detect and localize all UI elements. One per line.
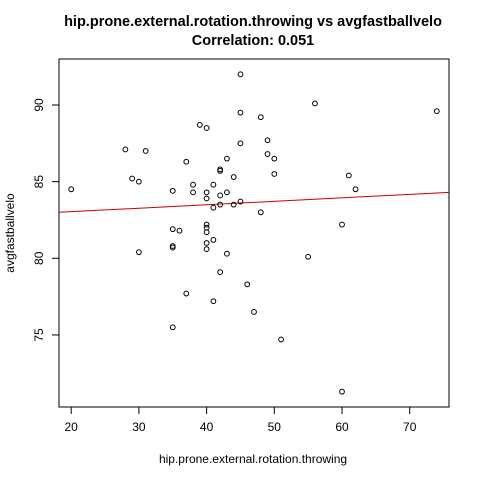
data-point <box>169 324 176 331</box>
data-point <box>203 125 210 131</box>
data-point <box>190 189 196 196</box>
data-point <box>203 195 210 202</box>
data-point <box>224 189 230 196</box>
data-point <box>264 151 271 157</box>
y-axis: 75 80 85 90 <box>32 98 60 342</box>
data-point <box>224 250 230 257</box>
data-point <box>169 226 176 233</box>
data-point <box>210 236 217 243</box>
x-tick-label: 50 <box>268 420 282 434</box>
x-tick-label: 60 <box>335 420 349 434</box>
data-point <box>176 227 183 234</box>
data-point <box>257 114 264 121</box>
data-point <box>203 246 210 252</box>
data-point <box>190 181 196 188</box>
data-point <box>183 290 190 297</box>
data-point <box>312 100 318 107</box>
data-point <box>271 155 278 162</box>
data-point <box>129 175 136 182</box>
y-tick-label: 90 <box>32 98 46 112</box>
data-point <box>210 298 217 305</box>
data-point <box>142 148 149 154</box>
data-points <box>68 71 440 395</box>
data-point <box>244 281 251 288</box>
data-point <box>230 201 237 208</box>
data-point <box>196 122 203 128</box>
data-point <box>203 189 210 196</box>
data-point <box>433 108 440 115</box>
data-point <box>203 240 210 246</box>
data-point <box>169 244 176 251</box>
data-point <box>68 186 75 193</box>
x-tick-label: 30 <box>132 420 146 434</box>
data-point <box>183 158 190 165</box>
data-point <box>203 224 210 231</box>
data-point <box>224 155 230 162</box>
data-point <box>257 209 264 216</box>
data-point <box>217 201 224 208</box>
data-point <box>264 137 271 144</box>
chart-title: hip.prone.external.rotation.throwing vs … <box>64 14 442 30</box>
data-point <box>271 171 278 177</box>
data-point <box>217 168 224 174</box>
x-tick-label: 70 <box>403 420 417 434</box>
data-point <box>339 388 345 395</box>
data-point <box>230 174 237 180</box>
data-point <box>203 221 210 228</box>
y-axis-label: avgfastballvelo <box>3 193 17 273</box>
data-point <box>345 172 352 179</box>
data-point <box>210 204 217 211</box>
data-point <box>217 192 224 199</box>
data-point <box>237 109 244 116</box>
data-point <box>135 249 142 256</box>
plot-frame <box>58 58 450 408</box>
x-axis: 20 30 40 50 60 70 <box>65 406 417 434</box>
data-point <box>278 336 284 343</box>
data-point <box>203 229 210 236</box>
y-tick-label: 80 <box>32 251 46 265</box>
chart-subtitle: Correlation: 0.051 <box>192 33 315 49</box>
data-point <box>237 198 244 205</box>
data-point <box>339 221 345 228</box>
data-point <box>352 186 359 193</box>
data-point <box>122 146 129 153</box>
trendline <box>58 191 450 213</box>
x-axis-label: hip.prone.external.rotation.throwing <box>159 452 347 466</box>
data-point <box>210 181 217 188</box>
data-point <box>237 140 244 147</box>
data-point <box>237 71 244 78</box>
x-tick-label: 20 <box>65 420 79 434</box>
y-tick-label: 75 <box>32 328 46 342</box>
data-point <box>135 178 142 185</box>
data-point <box>169 187 176 194</box>
data-point <box>217 269 224 275</box>
y-tick-label: 85 <box>32 175 46 189</box>
x-tick-label: 40 <box>200 420 214 434</box>
data-point <box>251 309 257 315</box>
data-point <box>305 253 312 260</box>
